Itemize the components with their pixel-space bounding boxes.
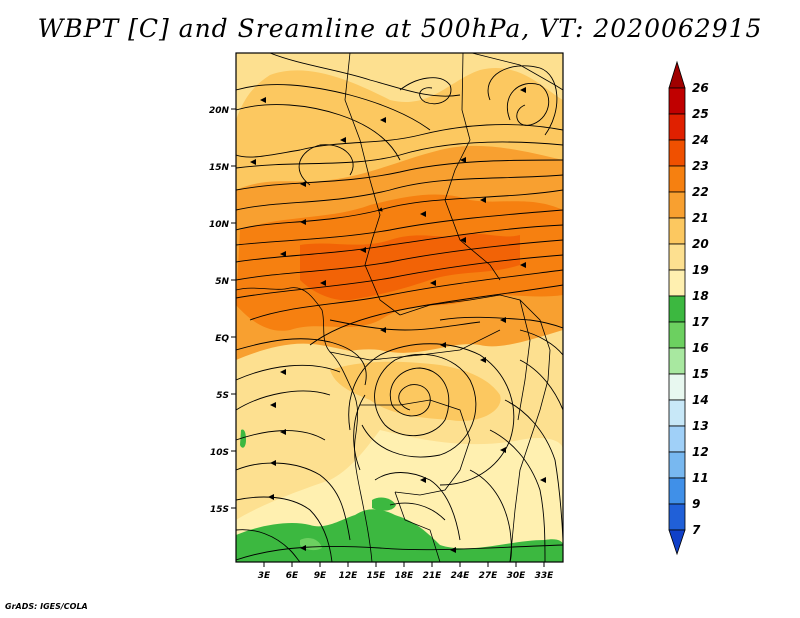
longitude-labels: 3E 6E 9E 12E 15E 18E 21E 24E 27E 30E 33E (258, 571, 554, 581)
colorbar-label: 18 (692, 289, 709, 303)
colorbar-label: 23 (692, 159, 709, 173)
colorbar-label: 9 (692, 497, 700, 511)
colorbar-label: 12 (692, 445, 709, 459)
longitude-axis (263, 562, 545, 567)
colorbar-labels: 26 25 24 23 22 21 20 19 18 17 16 15 14 1… (692, 81, 709, 537)
colorbar-label: 13 (692, 419, 709, 433)
country-boundaries (236, 53, 563, 562)
lon-label: 6E (286, 571, 299, 581)
lon-label: 12E (339, 571, 359, 581)
colorbar-bottom-arrow (668, 529, 686, 556)
lon-label: 33E (535, 571, 555, 581)
lon-label: 21E (423, 571, 443, 581)
lat-label: 15N (209, 163, 230, 173)
latitude-axis (231, 108, 236, 509)
latitude-labels: 20N 15N 10N 5N EQ 5S 10S 15S (209, 106, 230, 515)
lon-label: 9E (314, 571, 327, 581)
colorbar-segment (668, 503, 686, 531)
colorbar-segment (668, 425, 686, 453)
lon-label: 30E (507, 571, 527, 581)
grads-credit: GrADS: IGES/COLA (5, 602, 88, 611)
colorbar-label: 7 (692, 523, 701, 537)
lon-label: 24E (451, 571, 471, 581)
lat-label: 10S (210, 448, 229, 458)
map-title: WBPT [C] and Sreamline at 500hPa, VT: 20… (37, 14, 763, 43)
colorbar-segment (668, 477, 686, 505)
colorbar-label: 15 (692, 367, 709, 381)
lon-label: 27E (479, 571, 499, 581)
colorbar-segment (668, 217, 686, 245)
colorbar-label: 21 (692, 211, 709, 225)
map-frame (235, 52, 564, 563)
streamlines (236, 53, 563, 562)
colorbar-segment (668, 139, 686, 167)
colorbar-label: 25 (692, 107, 709, 121)
colorbar-segments (668, 60, 686, 556)
colorbar-segment (668, 295, 686, 323)
colorbar-segment (668, 113, 686, 141)
colorbar-segment (668, 347, 686, 375)
colorbar-label: 17 (692, 315, 709, 329)
colorbar-segment (668, 451, 686, 479)
lat-label: 10N (209, 220, 230, 230)
lon-label: 3E (258, 571, 271, 581)
lat-label: 15S (210, 505, 229, 515)
colorbar-segment (668, 191, 686, 219)
lat-label: 20N (209, 106, 230, 116)
lat-label: EQ (215, 334, 229, 344)
colorbar-label: 19 (692, 263, 709, 277)
colorbar-segment (668, 165, 686, 193)
colorbar-label: 20 (692, 237, 709, 251)
colorbar-label: 22 (692, 185, 709, 199)
colorbar-label: 11 (692, 471, 709, 485)
lon-label: 18E (395, 571, 415, 581)
colorbar-segment (668, 87, 686, 115)
colorbar-label: 16 (692, 341, 709, 355)
colorbar-label: 26 (692, 81, 709, 95)
colorbar-top-arrow (668, 60, 686, 89)
colorbar-segment (668, 269, 686, 297)
colorbar-segment (668, 373, 686, 401)
lat-label: 5S (216, 391, 229, 401)
colorbar-segment (668, 321, 686, 349)
lat-label: 5N (215, 277, 229, 287)
colorbar-segment (668, 243, 686, 271)
colorbar-segment (668, 399, 686, 427)
lon-label: 15E (367, 571, 387, 581)
colorbar-label: 24 (692, 133, 709, 147)
colorbar-label: 14 (692, 393, 709, 407)
streamline-arrows (250, 87, 546, 553)
